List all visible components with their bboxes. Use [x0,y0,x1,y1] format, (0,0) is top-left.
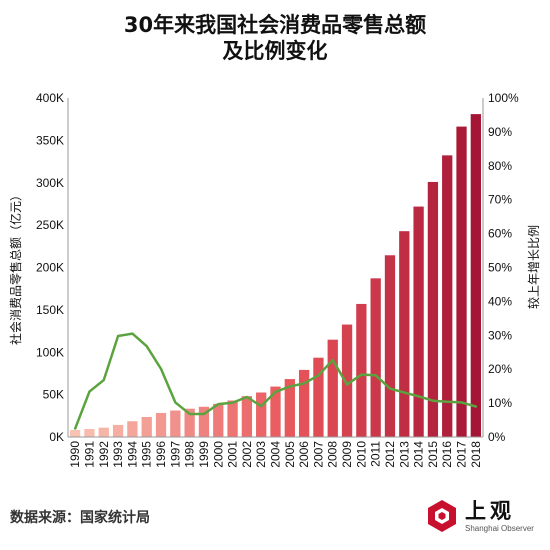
bar-2018 [470,114,481,438]
x-tick-2010: 2010 [354,441,368,468]
y-tick-left-300K: 300K [36,176,64,190]
bar-1997 [170,410,181,437]
y-tick-right-10%: 10% [488,396,512,410]
x-tick-1995: 1995 [140,441,154,468]
y-tick-left-200K: 200K [36,261,64,275]
y-tick-right-90%: 90% [488,125,512,139]
x-tick-2015: 2015 [426,441,440,468]
bar-2012 [384,255,396,437]
x-tick-1992: 1992 [97,441,111,468]
y-tick-right-80%: 80% [488,159,512,173]
x-tick-2008: 2008 [326,441,340,468]
x-tick-2018: 2018 [469,441,483,468]
y-tick-left-100K: 100K [36,345,64,359]
bar-1991 [84,429,95,437]
x-tick-1994: 1994 [125,441,139,468]
shanghai-observer-logo: 上观 Shanghai Observer [425,497,545,541]
x-tick-1996: 1996 [154,441,168,468]
y-tick-right-100%: 100% [488,91,519,105]
bar-2009 [341,324,353,437]
x-tick-1991: 1991 [82,441,96,468]
logo-chinese-text: 上观 [465,499,515,523]
y-tick-left-0K: 0K [49,430,64,444]
y-tick-left-350K: 350K [36,133,64,147]
x-tick-2017: 2017 [455,441,469,468]
y-tick-left-250K: 250K [36,218,64,232]
bar-2000 [213,403,224,437]
x-tick-1999: 1999 [197,441,211,468]
bar-2004 [270,386,281,437]
chart-area: 0K 50K 100K 150K 200K 250K 300K 350K 400K 0% 10% 20… [8,91,541,468]
source-note: 数据来源：国家统计局 [10,510,150,526]
x-tick-2005: 2005 [283,441,297,468]
bar-2016 [442,155,453,438]
x-tick-2014: 2014 [412,441,426,468]
bar-1992 [98,427,109,437]
x-tick-2000: 2000 [211,441,225,468]
bar-1998 [184,408,195,437]
bar-1993 [112,424,124,437]
bar-1996 [155,412,167,437]
logo-icon [428,500,456,532]
x-tick-2013: 2013 [397,441,411,468]
y-tick-right-70%: 70% [488,193,512,207]
bar-1990 [70,429,81,437]
x-tick-2009: 2009 [340,441,354,468]
y-tick-right-20%: 20% [488,362,512,376]
x-tick-2006: 2006 [297,441,311,468]
x-tick-2007: 2007 [311,441,325,468]
y-tick-right-40%: 40% [488,294,512,308]
bar-2015 [427,181,439,437]
logo-english-text: Shanghai Observer [465,524,534,533]
y-tick-right-30%: 30% [488,328,512,342]
y-tick-right-60%: 60% [488,227,512,241]
bar-2007 [313,357,324,437]
bar-2005 [284,379,295,437]
x-tick-2001: 2001 [226,441,240,468]
bar-2003 [256,392,267,437]
bar-2017 [456,126,467,437]
bar-2010 [356,303,367,437]
y-tick-left-150K: 150K [36,303,64,317]
bar-2008 [327,339,338,437]
y-axis-left-label: 社会消费品零售总额（亿元） [8,189,23,345]
x-tick-1993: 1993 [111,441,125,468]
x-tick-2004: 2004 [269,441,283,468]
x-tick-2003: 2003 [254,441,268,468]
x-tick-1990: 1990 [68,441,82,468]
bar-2001 [227,400,238,437]
chart-title-line1: 30年来我国社会消费品零售总额 [123,13,427,37]
x-tick-2011: 2011 [369,441,383,467]
x-tick-2012: 2012 [383,441,397,468]
y-axis-right-label: 较上年增长比例 [526,225,541,309]
bar-1995 [141,416,152,437]
bar-2011 [370,278,381,437]
y-tick-right-50%: 50% [488,261,512,275]
x-tick-1997: 1997 [168,441,182,468]
bar-2014 [413,206,424,437]
bar-2006 [298,369,310,437]
chart-title-line2: 及比例变化 [222,39,328,63]
x-tick-2016: 2016 [440,441,454,468]
bar-1994 [127,421,138,437]
x-tick-1998: 1998 [183,441,197,468]
bar-1999 [198,406,210,437]
bar-2013 [399,231,410,437]
x-tick-2002: 2002 [240,441,254,468]
y-tick-left-50K: 50K [43,388,64,402]
y-tick-left-400K: 400K [36,91,64,105]
y-tick-right-0%: 0% [488,430,506,444]
bar-2002 [241,396,253,437]
